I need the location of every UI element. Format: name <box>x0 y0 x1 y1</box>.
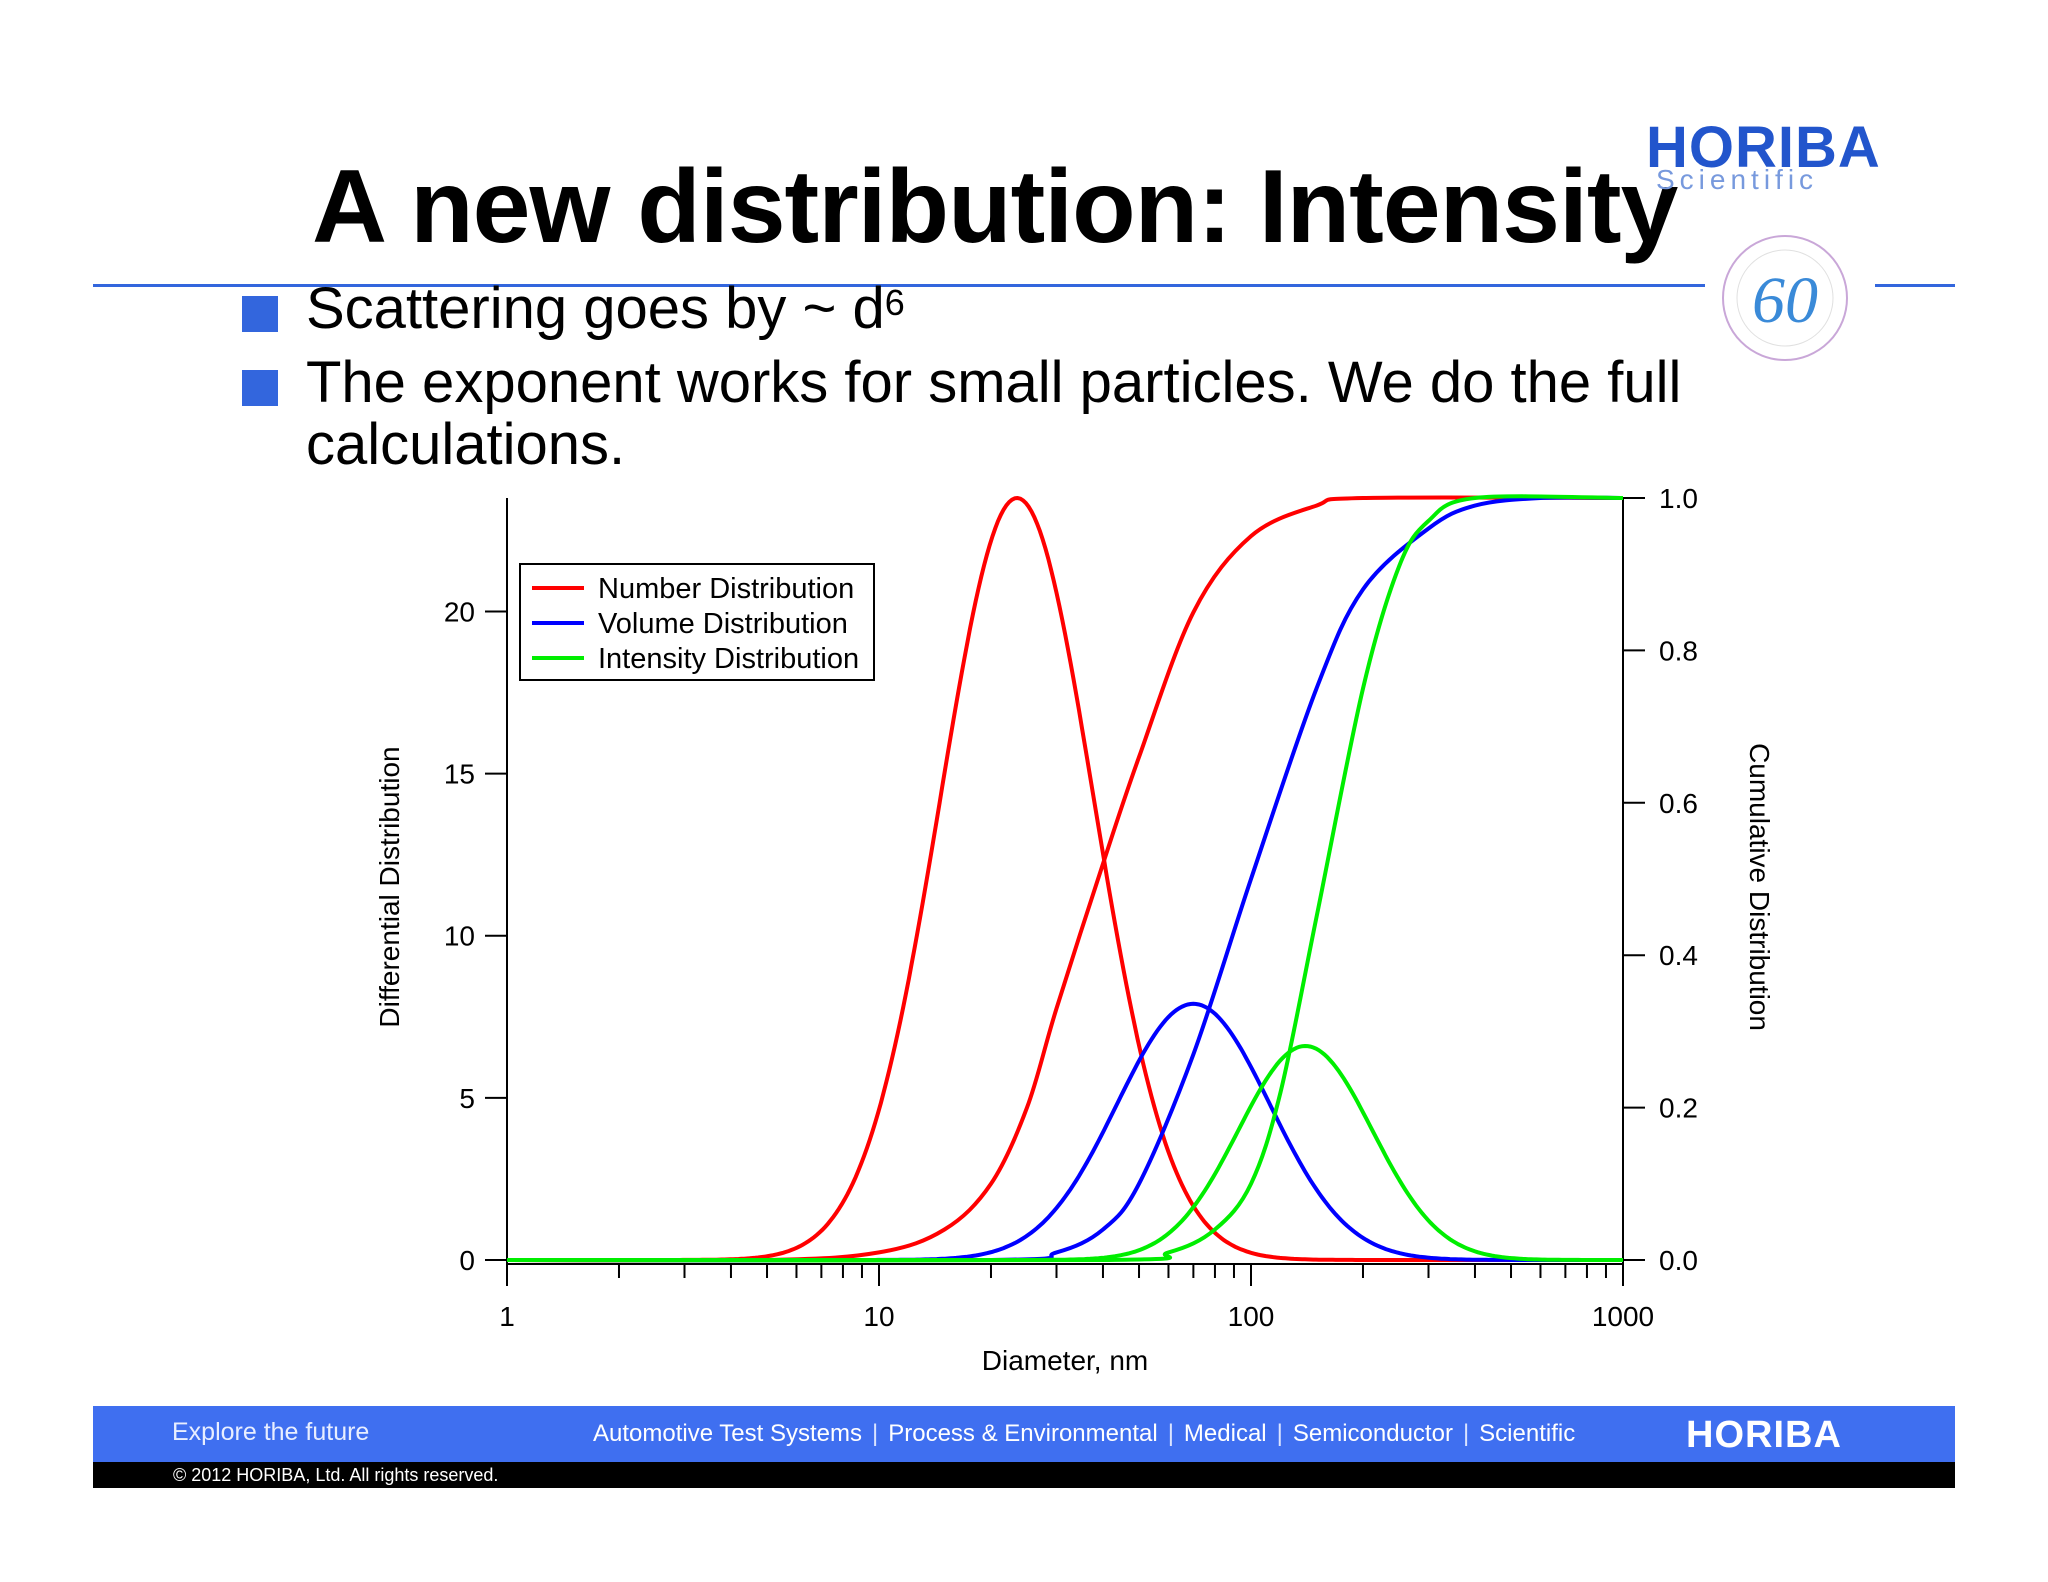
y-axis-left-label: Differential Distribution <box>374 746 405 1027</box>
title-rule-right <box>1875 284 1955 287</box>
y-right-tick-label: 0.4 <box>1659 940 1698 971</box>
footer-nav-separator: | <box>1462 1420 1470 1447</box>
y-right-tick-label: 0.8 <box>1659 635 1698 666</box>
differential-line <box>507 1043 1623 1262</box>
footer-nav-separator: | <box>872 1420 879 1447</box>
cumulative-line <box>506 494 1624 1263</box>
slide-title: A new distribution: Intensity <box>312 149 1678 265</box>
y-right-tick-label: 0.6 <box>1659 788 1698 819</box>
bullet-square-icon <box>242 370 278 406</box>
bullet-list: Scattering goes by ~ d6 The exponent wor… <box>240 278 1840 488</box>
y-left-tick-label: 5 <box>459 1083 475 1114</box>
footer-nav-item[interactable]: Semiconductor <box>1292 1420 1453 1447</box>
footer-nav: Automotive Test Systems | Process & Enviro… <box>593 1420 1575 1448</box>
x-tick-label: 100 <box>1228 1301 1275 1332</box>
y-left-tick-label: 15 <box>444 759 475 790</box>
legend-label: Volume Distribution <box>598 608 848 640</box>
y-right-tick-label: 1.0 <box>1659 483 1698 514</box>
copyright-bar: © 2012 HORIBA, Ltd. All rights reserved. <box>93 1462 1955 1488</box>
title-rule-left <box>93 284 1705 287</box>
bullet-text: Scattering goes by ~ d <box>306 276 885 341</box>
bullet-text: The exponent works for small particles. … <box>306 350 1682 477</box>
footer-nav-separator: | <box>1167 1420 1174 1447</box>
bullet-square-icon <box>242 296 278 332</box>
anniversary-badge-icon: 60 <box>1722 235 1848 361</box>
legend-label: Number Distribution <box>598 573 854 605</box>
differential-line <box>507 1001 1623 1262</box>
y-right-tick-label: 0.2 <box>1659 1093 1698 1124</box>
footer-nav-item[interactable]: Scientific <box>1479 1420 1576 1447</box>
footer-brand: HORIBA <box>1686 1414 1842 1456</box>
bullet-item: Scattering goes by ~ d6 <box>240 278 1840 340</box>
bullet-item: The exponent works for small particles. … <box>240 352 1866 476</box>
y-left-tick-label: 20 <box>444 596 475 627</box>
x-tick-label: 1 <box>499 1301 515 1332</box>
x-tick-label: 1000 <box>1592 1301 1654 1332</box>
y-right-tick-label: 0.0 <box>1659 1245 1698 1276</box>
logo-sub: Scientific <box>1656 164 1819 195</box>
series-3 <box>506 494 1624 1263</box>
logo-brand: HORIBA <box>1646 115 1881 180</box>
x-tick-label: 10 <box>863 1301 894 1332</box>
footer-nav-item[interactable]: Medical <box>1183 1420 1267 1447</box>
footer-nav-separator: | <box>1276 1420 1283 1447</box>
footer-tagline: Explore the future <box>172 1418 370 1446</box>
y-axis-right-label: Cumulative Distribution <box>1744 743 1775 1031</box>
bullet-superscript: 6 <box>884 282 905 323</box>
footer-bar <box>93 1406 1955 1462</box>
cumulative-line <box>506 495 1624 1263</box>
legend-label: Intensity Distribution <box>598 643 859 675</box>
distribution-chart: 0 5 10 15 20 0.0 0.2 0.4 0.6 0.8 1.0 1 10 100 1000 Diam… <box>374 483 1775 1376</box>
footer-nav-item[interactable]: Automotive Test Systems <box>593 1420 862 1447</box>
copyright-text: © 2012 HORIBA, Ltd. All rights reserved. <box>173 1465 499 1485</box>
footer-nav-item[interactable]: Process & Environmental <box>888 1420 1158 1447</box>
y-left-tick-label: 10 <box>444 921 475 952</box>
x-axis-label: Diameter, nm <box>982 1345 1149 1376</box>
badge-number: 60 <box>1752 264 1818 337</box>
y-left-tick-label: 0 <box>459 1245 475 1276</box>
